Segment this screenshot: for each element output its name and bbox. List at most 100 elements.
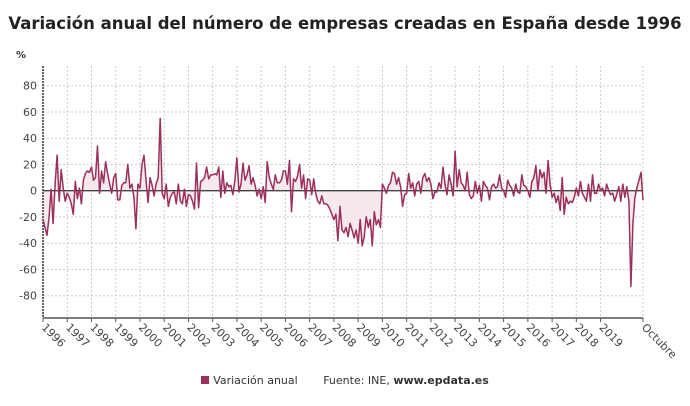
y-tick-label: -60 <box>19 263 37 276</box>
data-point <box>171 192 173 194</box>
x-tick-label: 2007 <box>306 321 335 350</box>
data-point <box>444 183 446 185</box>
data-point <box>408 173 410 175</box>
data-point <box>206 166 208 168</box>
data-point <box>149 176 151 179</box>
x-tick-label: 2014 <box>475 321 504 350</box>
data-point <box>391 171 394 173</box>
data-point <box>72 213 74 215</box>
data-point <box>286 183 289 185</box>
x-tick-label: 2004 <box>233 321 262 350</box>
data-point <box>555 201 557 204</box>
data-point <box>583 196 586 198</box>
data-point <box>266 161 268 163</box>
data-point <box>56 154 58 156</box>
data-point <box>563 213 565 215</box>
data-point <box>68 196 70 198</box>
data-point <box>48 216 50 218</box>
x-tick-label: 2009 <box>354 321 383 350</box>
x-tick-label: 2000 <box>136 321 165 350</box>
data-point <box>511 187 513 189</box>
data-point <box>300 187 303 189</box>
data-point <box>169 196 171 198</box>
data-point <box>141 163 143 166</box>
data-point <box>127 163 129 166</box>
data-point <box>183 188 186 190</box>
data-point <box>250 183 252 185</box>
data-point <box>157 176 159 179</box>
data-point <box>622 183 624 185</box>
data-point <box>472 195 474 197</box>
data-point <box>155 183 157 185</box>
data-point <box>218 166 220 168</box>
data-point <box>401 205 404 208</box>
legend-label: Variación anual <box>213 374 298 387</box>
data-point <box>369 218 371 221</box>
data-point <box>139 187 141 189</box>
data-point <box>208 178 210 180</box>
data-point <box>571 201 573 204</box>
data-point <box>187 194 190 196</box>
data-point <box>470 197 472 200</box>
data-point <box>450 183 452 185</box>
data-point <box>204 176 206 179</box>
data-point <box>593 192 596 194</box>
data-point <box>185 205 188 208</box>
data-point <box>500 187 503 189</box>
x-tick-label: 2008 <box>330 321 359 350</box>
data-point <box>173 191 175 193</box>
data-point <box>147 201 149 204</box>
data-point <box>307 178 309 180</box>
data-point <box>395 183 398 185</box>
source-label: Fuente: INE, <box>323 374 394 387</box>
data-point <box>199 180 202 183</box>
data-point <box>480 200 482 202</box>
data-point <box>234 179 236 181</box>
data-point <box>537 190 539 192</box>
data-point <box>268 176 270 179</box>
data-point <box>313 178 315 180</box>
data-point <box>278 182 280 184</box>
data-point <box>456 186 458 188</box>
data-point <box>353 237 355 239</box>
data-point <box>610 194 612 196</box>
data-point <box>335 213 337 215</box>
data-point <box>357 242 359 244</box>
data-point <box>151 184 153 187</box>
area-fill <box>43 118 643 287</box>
data-point <box>519 192 521 194</box>
x-tick-label: 1999 <box>112 321 141 350</box>
data-point <box>454 150 456 152</box>
data-point <box>240 183 242 185</box>
data-point <box>224 192 226 194</box>
data-point <box>452 195 454 197</box>
x-tick-label: 2010 <box>378 321 407 350</box>
data-point <box>238 191 240 193</box>
data-point <box>424 173 426 175</box>
data-point <box>478 184 480 187</box>
data-point <box>210 174 212 176</box>
data-point <box>228 186 230 188</box>
data-point <box>107 173 109 175</box>
data-point <box>628 200 630 202</box>
data-point <box>133 196 135 198</box>
data-point <box>226 182 228 184</box>
data-point <box>527 190 529 192</box>
data-point <box>143 154 145 156</box>
x-tick-label: 1998 <box>87 321 116 350</box>
data-point <box>161 192 163 194</box>
data-point <box>244 179 246 181</box>
data-point <box>86 170 89 172</box>
data-point <box>488 199 491 201</box>
data-point <box>303 174 305 176</box>
x-tick-label: 2017 <box>548 321 577 350</box>
data-point <box>434 191 436 193</box>
data-point <box>329 208 331 210</box>
data-point <box>44 226 46 229</box>
data-point <box>46 234 48 236</box>
data-point <box>331 213 333 215</box>
data-point <box>177 183 179 185</box>
y-tick-label: 40 <box>23 132 37 145</box>
data-point <box>137 183 139 185</box>
data-point <box>117 199 119 201</box>
